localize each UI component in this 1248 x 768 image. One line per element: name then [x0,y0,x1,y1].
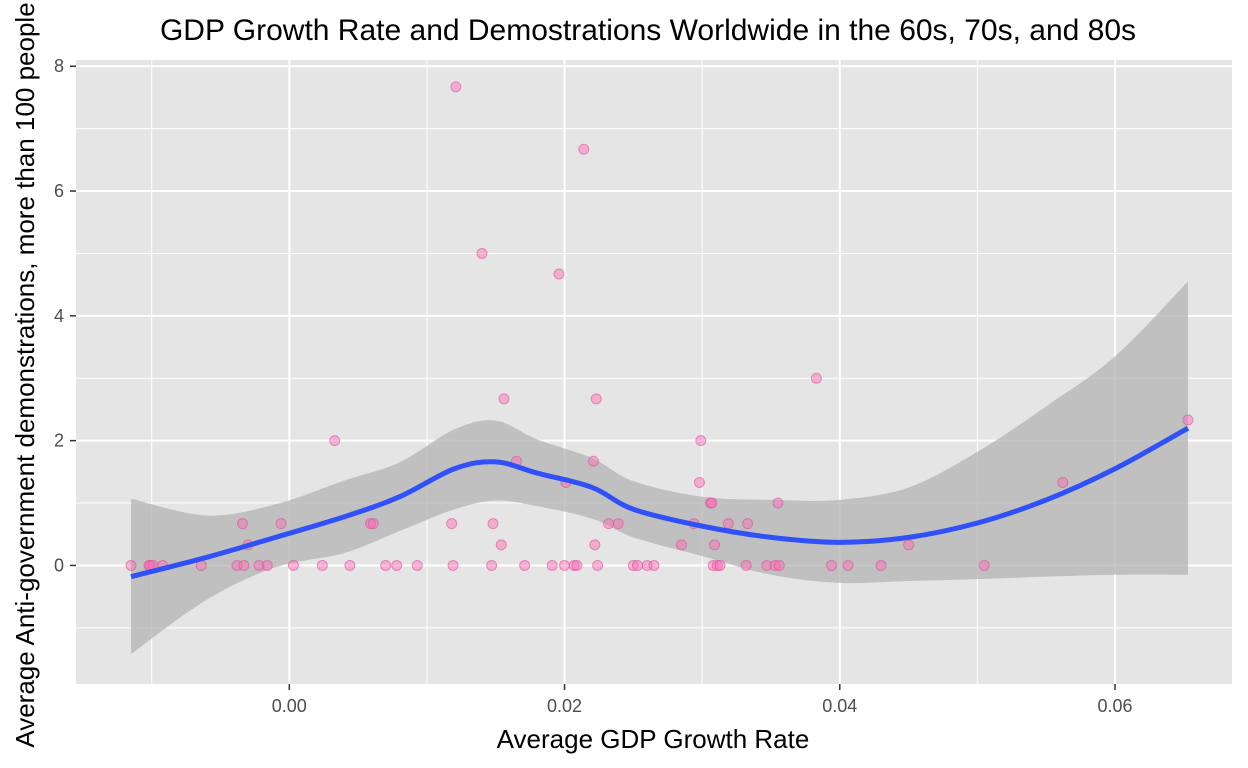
x-axis: 0.00 0.02 0.04 0.06 [272,684,1133,716]
data-point [603,518,615,530]
data-point [446,518,458,530]
data-point [486,559,498,571]
x-axis-title: Average GDP Growth Rate [497,724,810,754]
data-point [590,393,602,405]
y-tick-label: 8 [54,56,64,76]
data-point [498,393,510,405]
data-point [238,559,250,571]
data-point [568,559,580,571]
x-tick-label: 0.06 [1098,696,1133,716]
data-point [693,476,705,488]
data-point [125,559,137,571]
data-point [842,559,854,571]
data-point [495,539,507,551]
data-point [714,559,726,571]
data-point [587,455,599,467]
data-point [769,559,781,571]
data-point [519,559,531,571]
x-tick-label: 0.02 [547,696,582,716]
y-axis-title: Average Anti-government demonstrations, … [10,2,40,747]
data-point [648,559,660,571]
data-point [740,559,752,571]
data-point [329,435,341,447]
scatter-points [125,81,1194,571]
data-point [627,559,639,571]
data-point [571,559,583,571]
data-point [773,559,785,571]
data-point [1182,414,1194,426]
data-point [487,518,499,530]
data-point [261,559,273,571]
data-point [761,559,773,571]
data-point [578,143,590,155]
data-point [287,559,299,571]
data-point [676,539,688,551]
data-point [316,559,328,571]
y-tick-label: 4 [54,306,64,326]
data-point [447,559,459,571]
data-point [1057,476,1069,488]
data-point [546,559,558,571]
data-point [706,497,718,509]
data-point [810,372,822,384]
x-tick-label: 0.04 [822,696,857,716]
data-point [344,559,356,571]
y-axis: 0 2 4 6 8 [54,56,76,575]
x-tick-label: 0.00 [272,696,307,716]
data-point [559,559,571,571]
y-tick-label: 0 [54,555,64,575]
data-point [237,518,249,530]
chart-title: GDP Growth Rate and Demostrations Worldw… [160,14,1136,47]
data-point [772,497,784,509]
data-point [411,559,423,571]
smooth-line [130,425,1190,580]
data-point [722,518,734,530]
data-point [365,518,377,530]
data-point [275,518,287,530]
y-tick-label: 2 [54,431,64,451]
data-point [589,539,601,551]
data-point [592,559,604,571]
data-point [553,268,565,280]
confidence-band [131,281,1188,655]
plot-panel [76,60,1232,684]
data-point [978,559,990,571]
y-tick-label: 6 [54,181,64,201]
data-point [391,559,403,571]
data-point [709,539,721,551]
data-point [380,559,392,571]
data-point [742,518,754,530]
data-point [631,559,643,571]
data-point [875,559,887,571]
data-point [367,518,379,530]
data-point [695,435,707,447]
data-point [826,559,838,571]
data-point [450,81,462,93]
data-point [476,247,488,259]
data-point [711,559,723,571]
data-point [612,518,624,530]
data-point [903,539,915,551]
data-point [253,559,265,571]
